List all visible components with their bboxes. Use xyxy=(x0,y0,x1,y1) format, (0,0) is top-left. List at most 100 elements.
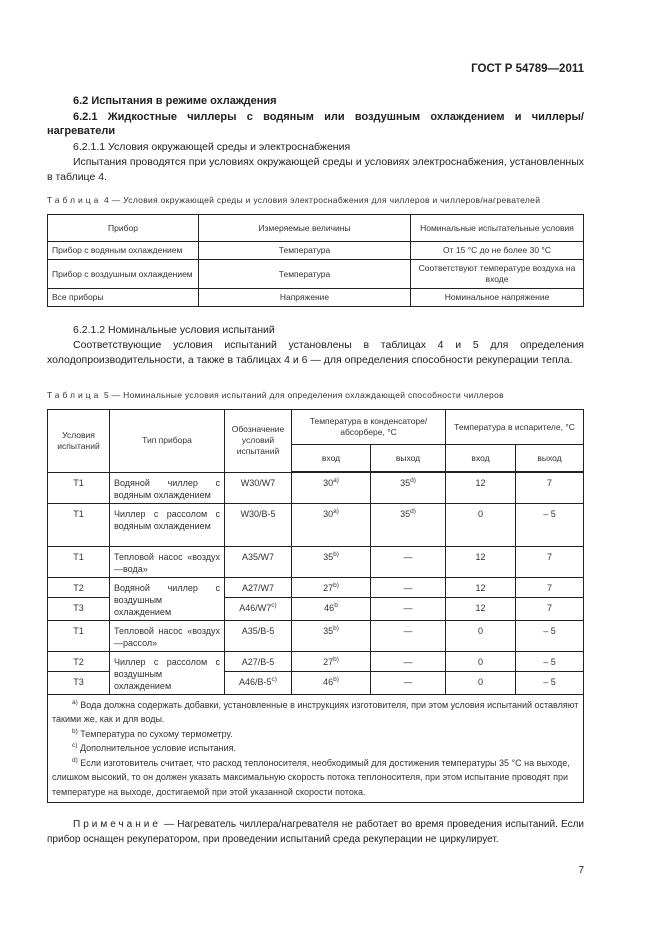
table-row: Т2 Чиллер с рассолом с воздушным охлажден… xyxy=(47,650,584,695)
caption-word: Таблица xyxy=(47,195,102,205)
subsection-heading: 6.2.1.1 Условия окружающей среды и элект… xyxy=(73,141,351,153)
footnote: a) Вода должна содержать добавки, устано… xyxy=(52,698,579,727)
footnote-ref: b) xyxy=(333,655,339,663)
condition-cell: Т1 xyxy=(47,619,110,652)
table-note: Примечание — Нагреватель чиллера/нагрева… xyxy=(47,817,584,847)
temperature-cell: 27b) xyxy=(291,576,371,598)
designation: A27/B-5 xyxy=(241,656,275,667)
condition-cell: Т3 xyxy=(47,596,110,621)
footnotes-cell: a) Вода должна содержать добавки, устано… xyxy=(47,693,584,803)
designation: W30/W7 xyxy=(240,477,276,488)
value: — xyxy=(403,582,413,593)
temperature-cell: 46b) xyxy=(291,671,371,695)
footnote-mark: b) xyxy=(72,727,78,735)
designation: A46/B-5 xyxy=(239,677,272,688)
condition-cell: Т1 xyxy=(47,545,110,578)
temperature-cell: 7 xyxy=(515,596,584,621)
designation: A35/B-5 xyxy=(241,625,275,636)
device-type-cell: Тепловой насос «воздух—рассол» xyxy=(109,619,225,652)
value: 30 xyxy=(323,508,334,519)
header-cell: вход xyxy=(291,444,371,473)
value: 35 xyxy=(323,551,334,562)
footnote-ref: c) xyxy=(271,601,277,609)
footnote-ref: b) xyxy=(333,581,339,589)
footnote-ref: b) xyxy=(333,624,339,632)
paragraph: Соответствующие условия испытаний устано… xyxy=(47,339,584,366)
value: 46 xyxy=(324,602,335,613)
table-row: Т2 Водяной чиллер с воздушным охлаждением… xyxy=(47,576,584,621)
footnote-text: Если изготовитель считает, что расход те… xyxy=(52,757,570,797)
footnote-ref: d) xyxy=(410,507,416,515)
table-row: Т1 Тепловой насос «воздух—вода» A35/W7 35b)… xyxy=(47,545,584,578)
value: 27 xyxy=(323,656,334,667)
table4-caption: Таблица 4 — Условия окружающей среды и у… xyxy=(47,195,584,206)
value: 35 xyxy=(323,625,334,636)
device-type-cell: Чиллер с рассолом с воздушным охлаждение… xyxy=(109,650,225,695)
temperature-cell: — xyxy=(369,619,447,652)
caption-word: Таблица xyxy=(47,390,102,400)
designation-cell: A46/B-5c) xyxy=(224,671,292,695)
designation-cell: A35/W7 xyxy=(224,545,292,578)
designation-cell: A27/B-5 xyxy=(224,650,292,673)
footnote: b) Температура по сухому термометру. xyxy=(52,727,579,742)
footnote-ref: c) xyxy=(271,676,277,684)
header-cell: Температура в конденсаторе/абсорбере, °С xyxy=(290,409,447,445)
device-type-cell: Водяной чиллер с воздушным охлаждением xyxy=(109,576,225,621)
designation-cell: W30/B-5 xyxy=(224,502,292,547)
value: 35 xyxy=(400,478,411,488)
header-cell: Номинальные испытательные условия xyxy=(410,214,584,242)
table-cell: Прибор с водяным охлаждением xyxy=(47,241,199,260)
designation: A46/W7 xyxy=(239,602,272,613)
footnote-text: Вода должна содержать добавки, установле… xyxy=(52,699,579,725)
subsection-title: 6.2.1 Жидкостные чиллеры с водяным или в… xyxy=(47,111,584,137)
temperature-cell: 0 xyxy=(445,671,517,695)
temperature-cell: – 5 xyxy=(515,502,584,547)
footnote: d) Если изготовитель считает, что расход… xyxy=(52,756,579,800)
table-cell: Все приборы xyxy=(47,288,199,307)
header-cell: Условия испытаний xyxy=(47,409,110,473)
temperature-cell: 0 xyxy=(445,619,517,652)
table-cell: Прибор с воздушным охлаждением xyxy=(47,259,199,289)
standard-header: ГОСТ Р 54789—2011 xyxy=(471,63,584,75)
caption-text: 4 — Условия окружающей среды и условия э… xyxy=(104,195,541,205)
device-type-cell: Водяной чиллер с водяным охлаждением xyxy=(109,471,225,504)
table-cell: Напряжение xyxy=(198,288,411,307)
value: 27 xyxy=(323,582,334,593)
footnote: c) Дополнительное условие испытания. xyxy=(52,741,579,756)
table-row: Прибор с воздушным охлаждением Температур… xyxy=(47,259,584,289)
table5-caption: Таблица 5 — Номинальные условия испытани… xyxy=(47,390,584,401)
header-cell: вход xyxy=(445,444,517,473)
value: — xyxy=(403,656,413,667)
value: — xyxy=(403,602,413,613)
value: — xyxy=(403,625,413,636)
temperature-cell: — xyxy=(369,596,447,621)
value: — xyxy=(403,677,413,688)
footnote-ref: b xyxy=(334,601,338,609)
temperature-cell: – 5 xyxy=(515,650,584,673)
condition-cell: Т3 xyxy=(47,671,110,695)
temperature-cell: 35d) xyxy=(369,502,447,547)
table-5: Условия испытаний Тип прибора Обозначени… xyxy=(47,409,584,803)
temperature-cell: — xyxy=(369,545,447,578)
temperature-cell: — xyxy=(369,671,447,695)
temperature-cell: 12 xyxy=(445,545,517,578)
footnote-ref: a) xyxy=(333,507,339,515)
footnote-text: Температура по сухому термометру. xyxy=(80,728,233,739)
table-row: Все приборы Напряжение Номинальное напряже… xyxy=(47,288,584,307)
table-cell: Номинальное напряжение xyxy=(410,288,584,307)
document-page: ГОСТ Р 54789—2011 6.2 Испытания в режиме… xyxy=(47,63,584,876)
device-type-cell: Чиллер с рассолом с водяным охлаждением xyxy=(109,502,225,547)
value: — xyxy=(403,551,413,562)
designation: A35/W7 xyxy=(241,551,274,562)
condition-cell: Т1 xyxy=(47,502,110,547)
temperature-cell: — xyxy=(369,650,447,673)
designation-cell: A27/W7 xyxy=(224,576,292,598)
condition-cell: Т1 xyxy=(47,471,110,504)
temperature-cell: 35b) xyxy=(291,619,371,652)
table-cell: Соответствуют температуре воздуха на вхо… xyxy=(410,259,584,289)
table-cell: Температура xyxy=(198,259,411,289)
condition-cell: Т2 xyxy=(47,650,110,673)
footnote-ref: b) xyxy=(333,676,339,684)
table-row: Прибор с водяным охлаждением Температура О… xyxy=(47,241,584,260)
temperature-cell: 12 xyxy=(445,576,517,598)
